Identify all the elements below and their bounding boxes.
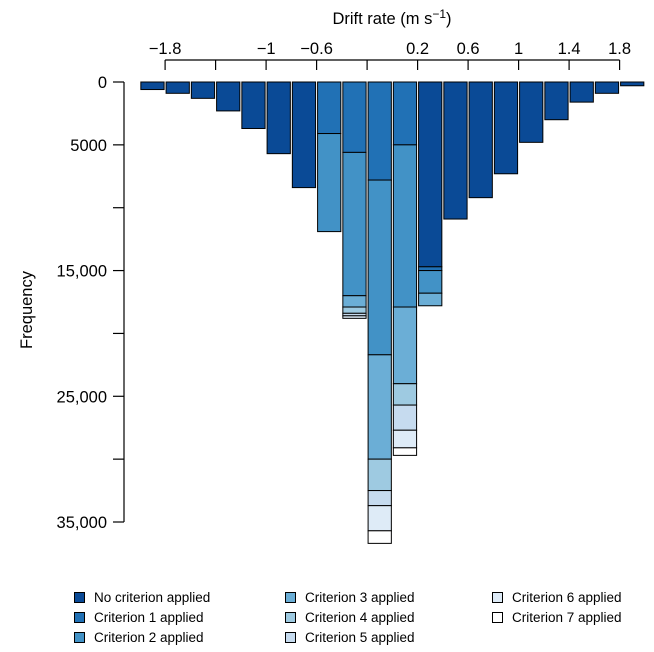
- bar-segment: [392, 404, 418, 431]
- y-tick-label: 35,000: [57, 514, 107, 532]
- y-axis: 0 5000 15,000 25,000 35,000: [57, 74, 125, 532]
- bar-segment: [392, 144, 418, 308]
- bar-segment: [317, 81, 342, 135]
- bar-segment: [519, 81, 544, 143]
- x-tick-label: 0.6: [457, 40, 480, 58]
- x-tick-label: −0.6: [300, 40, 333, 58]
- bar-segment: [392, 306, 418, 385]
- legend: No criterion applied Criterion 1 applied…: [74, 590, 654, 650]
- x-axis-title-main: Drift rate (m s: [332, 10, 432, 28]
- x-tick-label: 1.8: [608, 40, 631, 58]
- x-axis-title-tail: ): [446, 10, 452, 28]
- legend-item: Criterion 2 applied: [74, 630, 204, 645]
- bar-segment: [342, 295, 367, 308]
- bar-segment: [367, 490, 392, 507]
- bar-segment: [367, 530, 392, 544]
- y-tick-label: 25,000: [57, 388, 107, 406]
- legend-label: Criterion 1 applied: [94, 610, 204, 625]
- y-tick-label: 5000: [70, 137, 107, 155]
- legend-swatch: [285, 612, 296, 623]
- legend-swatch: [492, 592, 503, 603]
- bar-segment: [418, 292, 443, 307]
- bar-segment: [266, 81, 291, 155]
- bar-segment: [317, 133, 342, 233]
- bar-segment: [392, 81, 418, 146]
- bar-segment: [418, 270, 443, 294]
- bar-segment: [342, 81, 367, 153]
- legend-swatch: [285, 592, 296, 603]
- legend-swatch: [285, 632, 296, 643]
- legend-label: Criterion 2 applied: [94, 630, 204, 645]
- legend-item: Criterion 7 applied: [492, 610, 622, 625]
- legend-item: Criterion 1 applied: [74, 610, 204, 625]
- legend-item: Criterion 6 applied: [492, 590, 622, 605]
- bar-segment: [367, 179, 392, 356]
- x-axis-title: Drift rate (m s−1): [332, 7, 451, 28]
- legend-item: No criterion applied: [74, 590, 210, 605]
- bar-segment: [140, 81, 165, 91]
- y-axis-title: Frequency: [18, 270, 36, 349]
- y-tick-label: 15,000: [57, 263, 107, 281]
- y-tick-label: 0: [98, 74, 107, 92]
- bar-segment: [342, 315, 367, 319]
- legend-label: No criterion applied: [94, 590, 211, 605]
- bar-segment: [367, 458, 392, 492]
- legend-label: Criterion 7 applied: [512, 610, 622, 625]
- legend-swatch: [74, 592, 85, 603]
- bar-segment: [367, 354, 392, 460]
- legend-item: Criterion 3 applied: [285, 590, 415, 605]
- bar-segment: [367, 81, 392, 181]
- bar-segment: [594, 81, 620, 94]
- x-tick-label: −1.8: [149, 40, 182, 58]
- histogram-bars: [140, 81, 645, 544]
- legend-label: Criterion 4 applied: [305, 610, 415, 625]
- x-tick-label: 1.4: [558, 40, 581, 58]
- legend-label: Criterion 6 applied: [512, 590, 622, 605]
- bar-segment: [569, 81, 594, 103]
- legend-swatch: [492, 612, 503, 623]
- stacked-histogram-chart: 0 5000 15,000 25,000 35,000 −1.8 −1 −0.6 0.2 0.6…: [18, 7, 645, 544]
- x-tick-label: 0.2: [406, 40, 429, 58]
- legend-swatch: [74, 612, 85, 623]
- bar-segment: [392, 383, 418, 406]
- bar-segment: [620, 81, 645, 87]
- bar-segment: [241, 81, 266, 130]
- bar-segment: [291, 81, 317, 189]
- x-axis: −1.8 −1 −0.6 0.2 0.6 1 1.4 1.8: [149, 40, 631, 70]
- legend-label: Criterion 3 applied: [305, 590, 415, 605]
- bar-segment: [493, 81, 519, 175]
- bar-segment: [190, 81, 216, 99]
- bar-segment: [367, 505, 392, 532]
- x-tick-label: −1: [257, 40, 276, 58]
- bar-segment: [392, 447, 418, 456]
- legend-item: Criterion 4 applied: [285, 610, 415, 625]
- legend-swatch: [74, 632, 85, 643]
- legend-item: Criterion 5 applied: [285, 630, 415, 645]
- bar-segment: [443, 81, 468, 220]
- bar-segment: [418, 266, 443, 272]
- bar-segment: [392, 429, 418, 449]
- x-axis-title-superscript: −1: [432, 7, 446, 21]
- x-tick-label: 1: [514, 40, 523, 58]
- bar-segment: [165, 81, 190, 94]
- bar-segment: [342, 151, 367, 297]
- bar-segment: [468, 81, 493, 199]
- bar-segment: [418, 81, 443, 268]
- bar-segment: [216, 81, 241, 112]
- bar-segment: [342, 306, 367, 314]
- bar-segment: [544, 81, 569, 121]
- legend-label: Criterion 5 applied: [305, 630, 415, 645]
